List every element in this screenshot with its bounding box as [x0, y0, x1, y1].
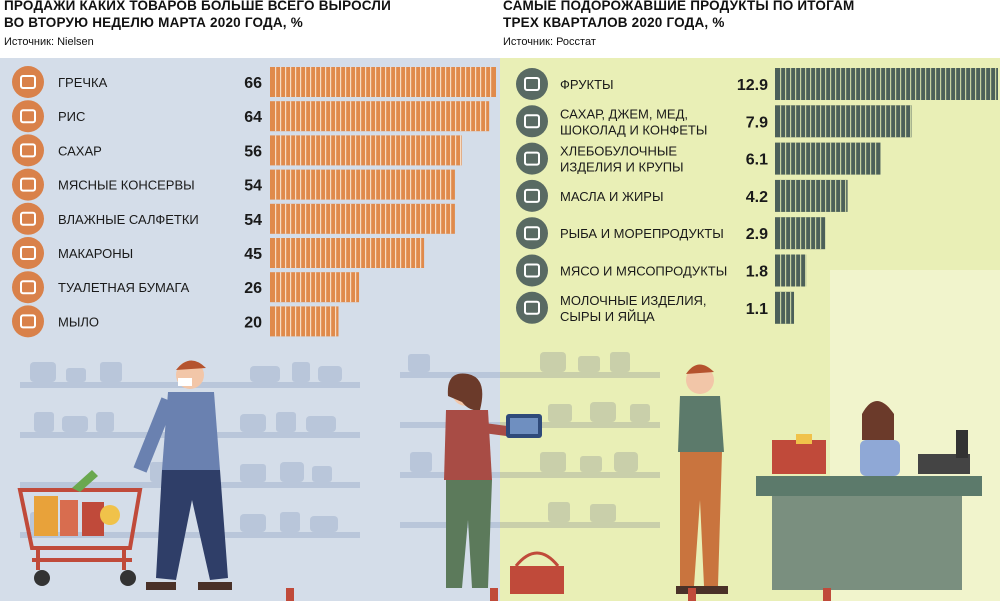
- category-label: ТУАЛЕТНАЯ БУМАГА: [58, 280, 190, 295]
- value-label: 66: [244, 75, 262, 92]
- right-bar-chart: ФРУКТЫ 12.9 САХАР, ДЖЕМ, МЕД, ШОКОЛАД И КОН…: [516, 68, 998, 324]
- sweets-icon: [516, 105, 548, 138]
- wet-wipes-icon: [12, 202, 44, 235]
- checkout-counter: [756, 401, 982, 590]
- value-label: 20: [244, 314, 262, 331]
- floor-marker: [490, 588, 498, 601]
- bar: [775, 254, 807, 287]
- value-label: 6.1: [746, 152, 768, 169]
- fish-icon: [516, 217, 548, 250]
- bar: [270, 238, 425, 268]
- bread-icon: [516, 142, 548, 175]
- buckwheat-icon: [12, 66, 44, 98]
- bar: [775, 217, 826, 250]
- category-label: ВЛАЖНЫЕ САЛФЕТКИ: [58, 212, 199, 227]
- category-label: МАСЛА И ЖИРЫ: [560, 189, 663, 204]
- shopper-man-left: [133, 360, 232, 590]
- value-label: 54: [244, 212, 262, 229]
- value-label: 64: [244, 109, 262, 126]
- value-label: 2.9: [746, 226, 768, 243]
- category-label: МЫЛО: [58, 314, 99, 329]
- right-chart-source: Источник: Росстат: [503, 36, 596, 48]
- category-label: МАКАРОНЫ: [58, 246, 133, 261]
- bar: [270, 272, 360, 303]
- value-label: 4.2: [746, 189, 768, 206]
- bar: [270, 169, 455, 200]
- value-label: 56: [244, 143, 262, 160]
- shopping-basket: [510, 551, 564, 594]
- floor-marker: [823, 588, 831, 601]
- bar: [775, 291, 795, 324]
- canned-meat-icon: [12, 168, 44, 201]
- oil-icon: [516, 179, 548, 212]
- value-label: 1.1: [746, 301, 768, 318]
- left-chart-source: Источник: Nielsen: [4, 36, 94, 48]
- value-label: 45: [244, 246, 262, 263]
- bar: [270, 67, 496, 97]
- value-label: 26: [244, 280, 262, 297]
- bar: [270, 101, 490, 132]
- soap-icon: [12, 305, 44, 338]
- category-label: САХАР, ДЖЕМ, МЕД, ШОКОЛАД И КОНФЕТЫ: [560, 106, 707, 137]
- meat-icon: [516, 254, 548, 287]
- category-label: ХЛЕБОБУЛОЧНЫЕ ИЗДЕЛИЯ И КРУПЫ: [560, 144, 684, 175]
- rice-icon: [12, 100, 44, 133]
- bar: [270, 203, 455, 234]
- toilet-paper-icon: [12, 271, 44, 304]
- bar: [775, 68, 998, 100]
- shopping-cart: [17, 470, 143, 586]
- shopper-woman-center: [444, 373, 542, 588]
- category-label: РИС: [58, 109, 85, 124]
- value-label: 12.9: [737, 77, 768, 94]
- right-chart-title: САМЫЕ ПОДОРОЖАВШИЕ ПРОДУКТЫ ПО ИТОГАМ ТР…: [503, 0, 855, 30]
- center-shelves: [400, 352, 660, 528]
- milk-icon: [516, 291, 548, 324]
- category-label: САХАР: [58, 143, 102, 158]
- category-label: МЯСО И МЯСОПРОДУКТЫ: [560, 264, 727, 279]
- floor-marker: [688, 588, 696, 601]
- category-label: РЫБА И МОРЕПРОДУКТЫ: [560, 226, 724, 241]
- category-label: МЯСНЫЕ КОНСЕРВЫ: [58, 178, 195, 193]
- bar: [270, 135, 462, 166]
- floor-marker: [286, 588, 294, 601]
- bar: [775, 142, 881, 175]
- value-label: 7.9: [746, 114, 768, 131]
- fruit-icon: [516, 68, 548, 100]
- bar: [775, 105, 912, 138]
- left-chart-title: ПРОДАЖИ КАКИХ ТОВАРОВ БОЛЬШЕ ВСЕГО ВЫРОС…: [4, 0, 391, 30]
- value-label: 54: [244, 178, 262, 195]
- value-label: 1.8: [746, 264, 768, 281]
- left-bar-chart: ГРЕЧКА 66 РИС 64 САХАР 56 МЯСНЫЕ КОНСЕРВЫ 54 ВЛА…: [12, 66, 496, 338]
- category-label: ГРЕЧКА: [58, 75, 108, 90]
- category-label: ФРУКТЫ: [560, 77, 614, 92]
- sugar-cube-icon: [12, 134, 44, 167]
- category-label: МОЛОЧНЫЕ ИЗДЕЛИЯ, СЫРЫ И ЯЙЦА: [560, 293, 707, 324]
- pasta-icon: [12, 237, 44, 269]
- bar: [775, 179, 848, 212]
- shopper-man-right: [676, 364, 728, 594]
- bar: [270, 306, 339, 337]
